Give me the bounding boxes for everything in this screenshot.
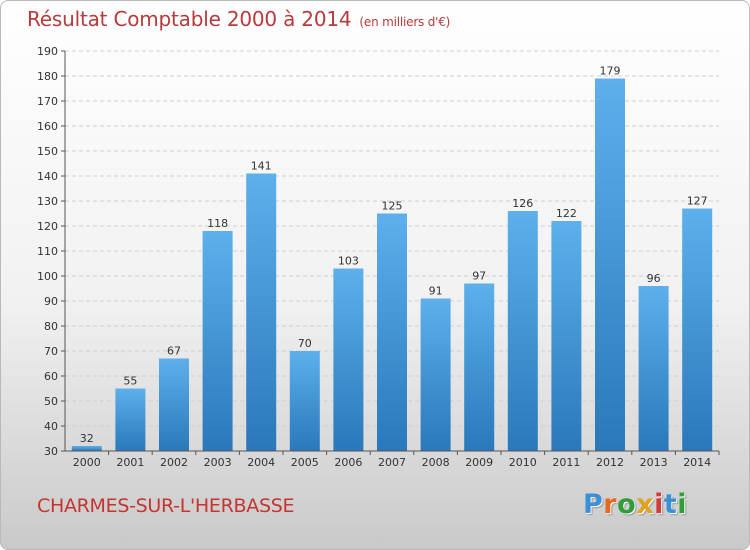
x-tick-label: 2013 — [640, 456, 668, 469]
logo-letter: t — [663, 489, 678, 520]
logo-letter: P — [583, 489, 604, 520]
x-tick-label: 2009 — [465, 456, 493, 469]
bar — [595, 78, 625, 451]
y-tick-label: 140 — [37, 170, 58, 183]
bar — [551, 221, 582, 451]
x-tick-label: 2002 — [160, 456, 188, 469]
labels: 32 55 67 118 141 70 103 125 91 97 126 122 179 96 127 — [80, 65, 708, 446]
y-tick-label: 190 — [37, 45, 58, 58]
y-tick-label: 180 — [37, 70, 58, 83]
y-tick-label: 60 — [44, 370, 58, 383]
bar — [333, 268, 364, 451]
bar — [71, 446, 102, 451]
chart-title-text: Résultat Comptable 2000 à 2014 — [27, 7, 352, 31]
y-tick-label: 160 — [37, 120, 58, 133]
x-tick-label: 2014 — [683, 456, 711, 469]
x-tick-label: 2007 — [378, 456, 406, 469]
y-tick-label: 110 — [37, 245, 58, 258]
data-label: 32 — [80, 432, 94, 445]
logo-letter: r — [603, 489, 618, 520]
x-tick-label: 2005 — [291, 456, 319, 469]
y-tick-label: 50 — [44, 395, 58, 408]
data-label: 141 — [251, 160, 272, 173]
bar — [115, 388, 146, 451]
x-tick-label: 2008 — [422, 456, 450, 469]
bars — [71, 78, 713, 451]
x-tick-label: 2001 — [116, 456, 144, 469]
bar — [246, 173, 277, 451]
logo-letter: i — [677, 489, 688, 520]
chart-title: Résultat Comptable 2000 à 2014 (en millie… — [27, 7, 450, 31]
y-tick-label: 90 — [44, 295, 58, 308]
data-label: 97 — [472, 270, 486, 283]
y-tick-label: 100 — [37, 270, 58, 283]
data-label: 118 — [207, 217, 228, 230]
y-tick-label: 80 — [44, 320, 58, 333]
bar — [420, 298, 451, 451]
x-tick-label: 2011 — [552, 456, 580, 469]
bar — [507, 211, 538, 451]
y-tick-label: 30 — [44, 445, 58, 458]
x-tick-label: 2003 — [204, 456, 232, 469]
y-tick-label: 120 — [37, 220, 58, 233]
chart-subtitle: (en milliers d'€) — [359, 15, 451, 29]
data-label: 70 — [298, 337, 312, 350]
bar — [682, 208, 713, 451]
data-label: 103 — [338, 255, 359, 268]
data-label: 179 — [600, 65, 621, 78]
bar — [202, 231, 233, 451]
data-label: 96 — [647, 272, 661, 285]
y-tick-label: 130 — [37, 195, 58, 208]
bar — [638, 286, 669, 451]
data-label: 91 — [429, 285, 443, 298]
y-tick-label: 150 — [37, 145, 58, 158]
commune-name: CHARMES-SUR-L'HERBASSE — [37, 495, 295, 517]
y-tick-label: 170 — [37, 95, 58, 108]
data-label: 122 — [556, 207, 577, 220]
x-tick-label: 2012 — [596, 456, 624, 469]
y-tick-label: 70 — [44, 345, 58, 358]
logo-letter: o — [617, 489, 637, 520]
x-tick-label: 2006 — [334, 456, 362, 469]
x-tick-label: 2010 — [509, 456, 537, 469]
logo-letter: x — [636, 489, 655, 520]
proxiti-logo: Proxiti — [583, 489, 687, 520]
data-label: 127 — [687, 195, 708, 208]
logo-letter: i — [654, 489, 664, 520]
data-label: 55 — [123, 375, 137, 388]
data-label: 126 — [512, 197, 533, 210]
bar — [464, 283, 495, 451]
data-label: 67 — [167, 345, 181, 358]
y-tick-label: 40 — [44, 420, 58, 433]
bar — [159, 358, 189, 451]
x-tick-label: 2000 — [73, 456, 101, 469]
data-label: 125 — [382, 200, 403, 213]
x-tick-label: 2004 — [247, 456, 275, 469]
bar — [289, 351, 320, 451]
bar — [377, 213, 407, 451]
axes: 30 40 50 60 70 80 90 100 110 120 130 140 150 160 170 18… — [37, 45, 720, 469]
